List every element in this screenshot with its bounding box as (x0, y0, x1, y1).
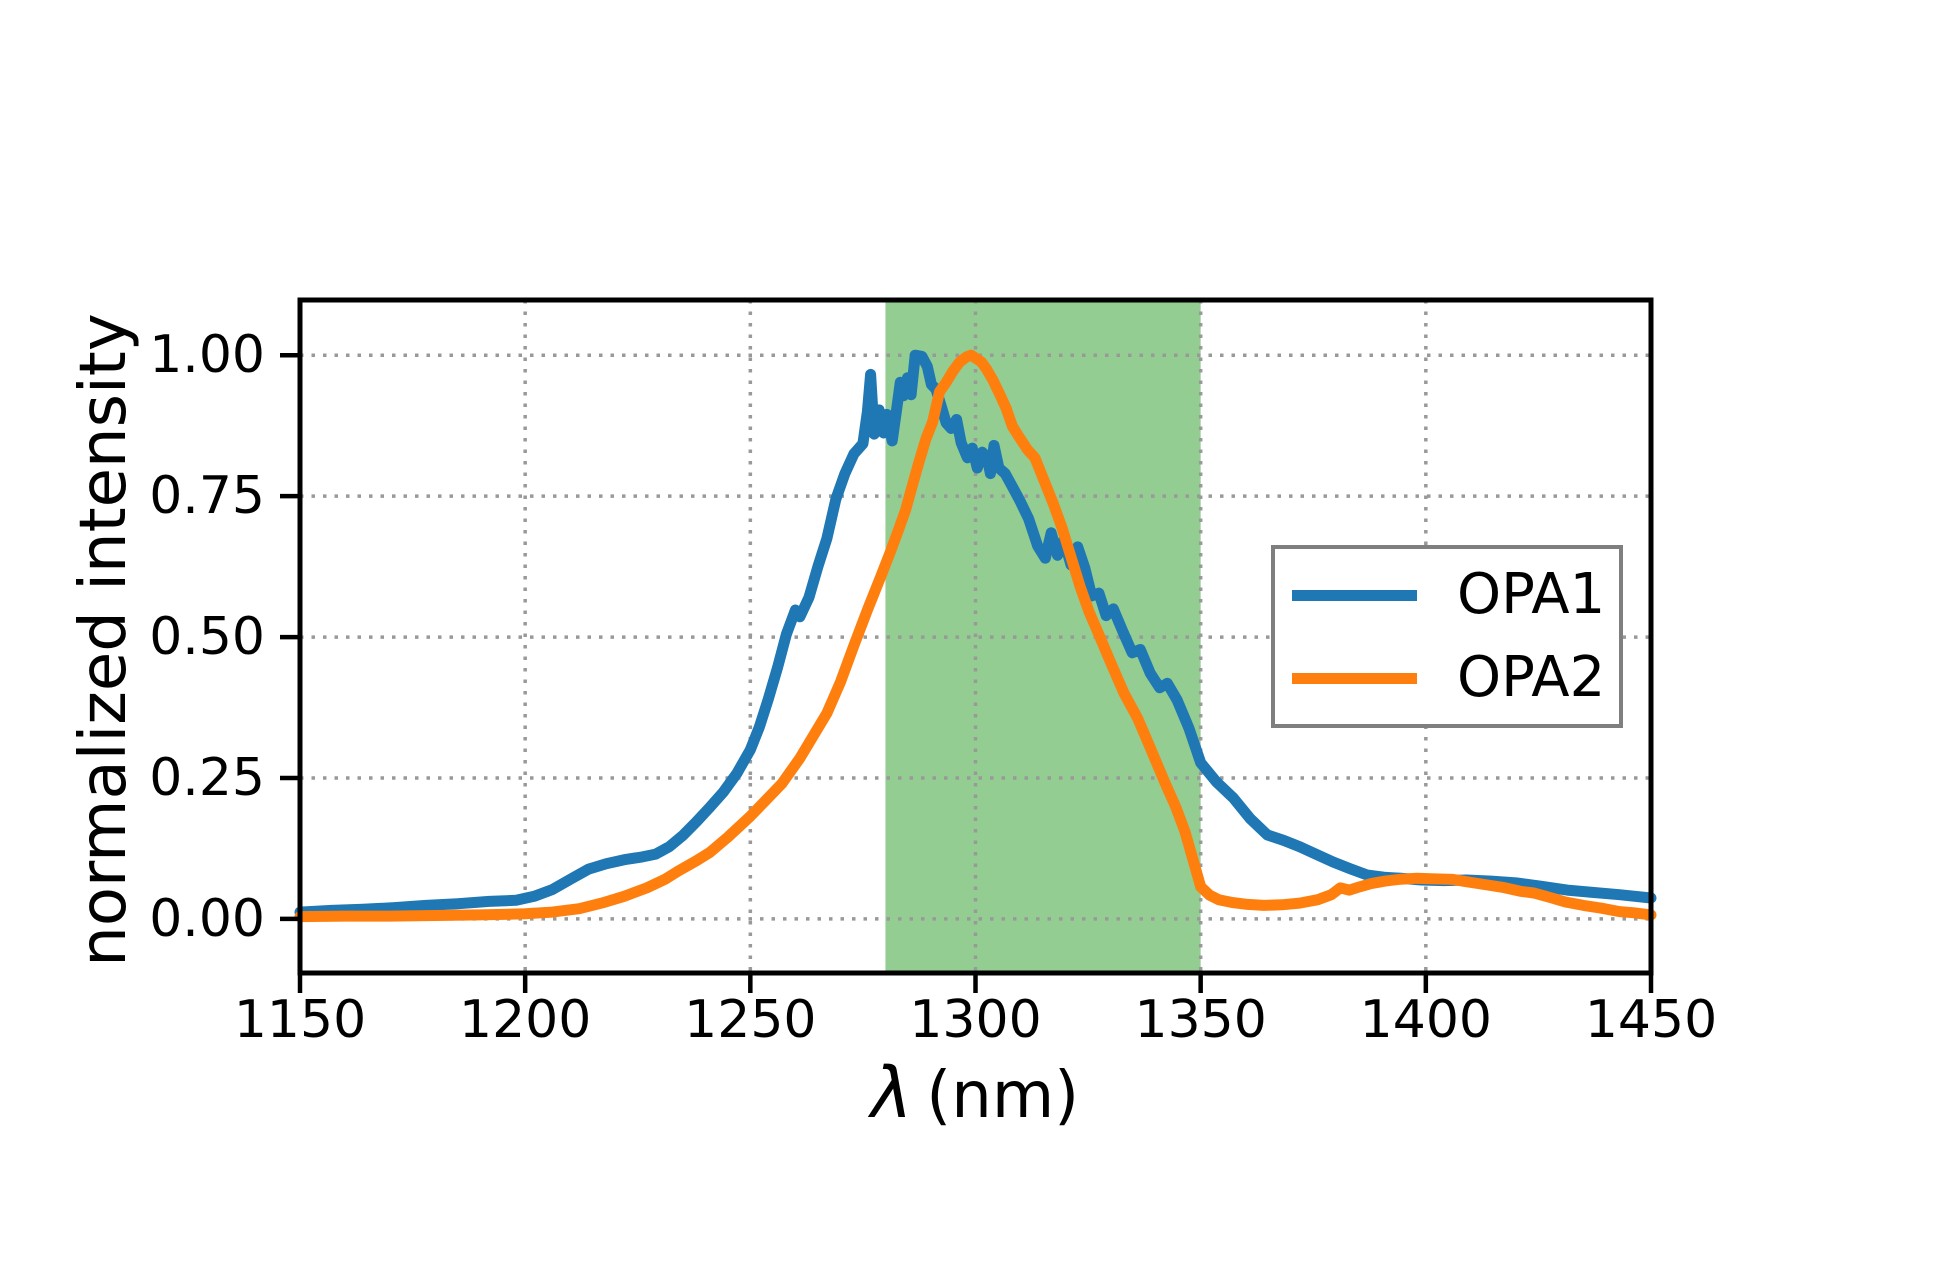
axes-spines (297, 297, 1654, 976)
x-axis-title: λ (nm) (775, 1052, 1175, 1134)
x-tick-label: 1200 (458, 990, 592, 1050)
legend-label-opa1: OPA1 (1457, 562, 1606, 627)
series-line-opa1 (294, 349, 1657, 918)
legend-entry-opa2: OPA2 (1292, 637, 1619, 720)
x-tick-label: 1350 (1134, 990, 1267, 1050)
x-axis-title-unit: (nm) (926, 1059, 1080, 1133)
legend-line-sample-opa2 (1292, 672, 1417, 684)
x-axis-title-lambda: λ (870, 1052, 913, 1134)
legend-entry-opa1: OPA1 (1292, 554, 1619, 637)
x-tick-label: 1300 (909, 990, 1042, 1050)
x-tick-label: 1400 (1359, 990, 1492, 1050)
legend: OPA1 OPA2 (1271, 545, 1623, 728)
series-line-opa2 (294, 349, 1657, 923)
x-tick-label: 1450 (1584, 990, 1718, 1050)
y-tick-label: 1.00 (149, 325, 265, 386)
x-tick-label: 1150 (233, 990, 367, 1050)
legend-line-sample-opa1 (1292, 589, 1417, 601)
y-tick-label: 0.00 (149, 888, 265, 949)
y-tick-label: 0.75 (149, 466, 265, 527)
legend-label-opa2: OPA2 (1457, 645, 1606, 710)
x-tick-label: 1250 (684, 990, 817, 1050)
y-tick-label: 0.25 (149, 747, 265, 808)
y-tick-label: 0.50 (149, 607, 265, 668)
